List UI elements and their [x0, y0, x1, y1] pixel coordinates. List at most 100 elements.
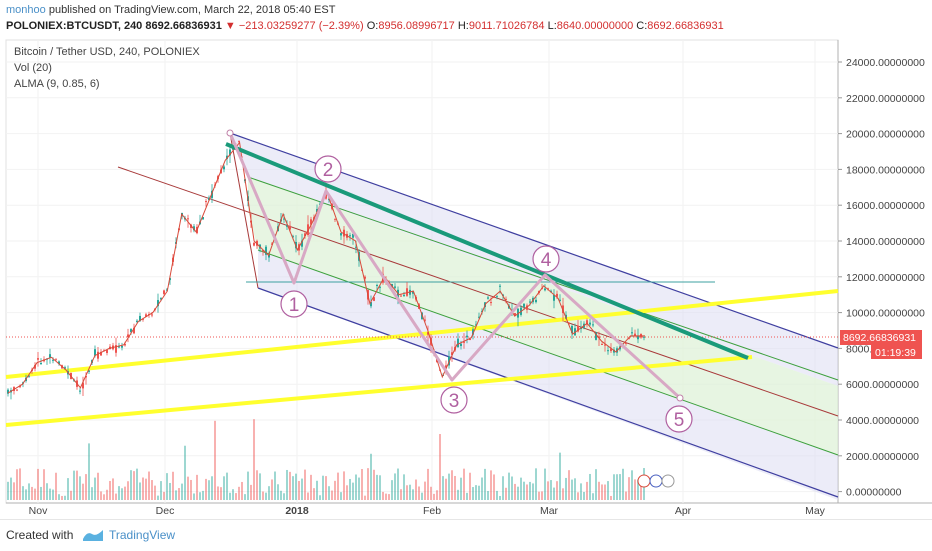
candle-body: [577, 325, 579, 332]
last-price: 8692.66836931: [145, 20, 222, 32]
wave-number-3: 3: [449, 391, 460, 412]
time-axis[interactable]: Nov Dec 2018 Feb Mar Apr May: [29, 505, 826, 517]
wave-end-handle[interactable]: [676, 394, 684, 402]
candle-body: [163, 290, 165, 294]
candle-body: [16, 389, 18, 391]
candle-body: [151, 314, 153, 316]
volume-bar: [493, 474, 495, 500]
volume-bar: [334, 480, 336, 500]
candle-body: [637, 335, 639, 340]
candle-body: [499, 285, 501, 287]
candle-body: [139, 315, 141, 321]
volume-bar: [454, 475, 456, 500]
volume-bar: [97, 472, 99, 500]
wave-label-4[interactable]: 4: [532, 245, 560, 273]
volume-bar: [193, 493, 195, 500]
volume-bar: [634, 479, 636, 500]
tradingview-logo-icon: [83, 530, 103, 541]
pitchfork-handle: [229, 132, 259, 289]
candle-body: [376, 284, 378, 286]
down-arrow-icon: ▼: [224, 20, 236, 32]
wave-start-handle[interactable]: [226, 129, 234, 137]
volume-bar: [313, 488, 315, 500]
volume-bar: [343, 471, 345, 500]
candle-body: [460, 343, 462, 346]
volume-bar: [604, 484, 606, 500]
volume-bar: [616, 474, 618, 500]
legend-volume: Vol (20): [14, 62, 52, 74]
volume-bar: [85, 474, 87, 500]
volume-bar: [373, 469, 375, 500]
downtrend-line[interactable]: [225, 142, 749, 360]
volume-bar: [286, 469, 288, 500]
price-axis[interactable]: 24000.00000000 22000.00000000 20000.000000…: [838, 57, 925, 499]
candle-body: [514, 313, 516, 316]
x-tick-label: Dec: [156, 505, 175, 517]
elliott-wave-path: [228, 132, 682, 400]
volume-bar: [421, 492, 423, 500]
candle-body: [625, 342, 627, 344]
volume-bar: [49, 488, 51, 500]
candle-body: [226, 155, 228, 159]
candle-body: [37, 358, 39, 360]
volume-bar: [361, 469, 363, 500]
volume-bar: [136, 468, 138, 500]
volume-bar: [562, 488, 564, 500]
footer: Created with TradingView: [0, 519, 932, 551]
volume-bar: [553, 487, 555, 500]
candle-body: [403, 294, 405, 296]
candle-body: [466, 335, 468, 338]
support-line-lower: [5, 355, 753, 427]
volume-bar: [559, 452, 561, 500]
volume-bar: [145, 478, 147, 500]
volume-bar: [460, 477, 462, 500]
y-tick-label: 0.00000000: [846, 487, 902, 499]
wave-label-3[interactable]: 3: [440, 386, 468, 414]
close-label: C:: [636, 20, 648, 32]
wave-label-5[interactable]: 5: [665, 405, 693, 433]
candle-body: [379, 286, 381, 288]
price-chart[interactable]: 1 2 3 4 5 Bitcoin / Tether USD, 240, POL…: [0, 38, 932, 519]
candle-body: [106, 350, 108, 353]
candle-body: [130, 329, 132, 333]
candle-body: [310, 219, 312, 225]
volume-bar: [130, 470, 132, 500]
wave-label-1[interactable]: 1: [280, 290, 308, 318]
volume-bar: [211, 476, 213, 500]
candle-body: [343, 229, 345, 237]
volume-bar: [280, 490, 282, 500]
close-value: 8692.66836931: [647, 20, 724, 32]
wave-label-2[interactable]: 2: [314, 155, 342, 183]
candle-body: [613, 349, 615, 353]
volume-bar: [394, 473, 396, 500]
volume-bar: [379, 475, 381, 500]
volume-bar: [37, 468, 39, 500]
candle-body: [586, 320, 588, 325]
wave-number-5: 5: [674, 410, 685, 431]
volume-bar: [124, 486, 126, 500]
tradingview-link[interactable]: TradingView: [109, 528, 176, 542]
candle-body: [292, 236, 294, 238]
volume-bar: [481, 477, 483, 500]
candle-body: [205, 201, 207, 203]
publisher-name[interactable]: monhoo: [6, 4, 46, 16]
volume-bar: [148, 471, 150, 500]
candle-body: [457, 338, 459, 348]
volume-bar: [88, 443, 90, 500]
y-tick-label: 20000.00000000: [846, 129, 925, 141]
event-flags-icon[interactable]: [637, 474, 675, 488]
candle-body: [490, 302, 492, 304]
candle-body: [445, 365, 447, 369]
y-tick-label: 4000.00000000: [846, 415, 919, 427]
candle-body: [610, 348, 612, 352]
y-tick-label: 10000.00000000: [846, 308, 925, 320]
volume-bar: [364, 495, 366, 500]
volume-bar: [529, 481, 531, 500]
candle-body: [118, 346, 120, 348]
volume-bar: [166, 473, 168, 500]
volume-bar: [376, 474, 378, 500]
candle-body: [157, 300, 159, 307]
candle-body: [631, 332, 633, 334]
volume-bar: [403, 474, 405, 500]
volume-bar: [241, 481, 243, 500]
